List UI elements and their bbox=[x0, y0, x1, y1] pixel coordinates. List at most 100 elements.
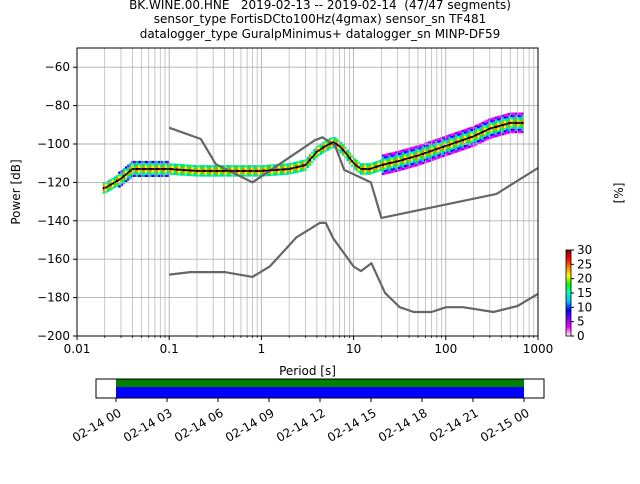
grid bbox=[76, 48, 538, 337]
heatmap-cell bbox=[421, 159, 425, 162]
heatmap-cell bbox=[330, 136, 334, 140]
heatmap-cell bbox=[253, 174, 256, 177]
heatmap-cell bbox=[339, 151, 343, 154]
heatmap-cell bbox=[490, 120, 493, 123]
heatmap-cell bbox=[173, 170, 177, 173]
heatmap-cell bbox=[519, 119, 522, 122]
heatmap-cell bbox=[353, 157, 356, 161]
heatmap-cell bbox=[151, 174, 154, 178]
heatmap-cell bbox=[481, 123, 485, 127]
colorbar-body bbox=[565, 249, 572, 337]
heatmap-cell bbox=[408, 159, 412, 162]
heatmap-cell bbox=[408, 147, 412, 150]
heatmap-cell bbox=[169, 170, 172, 173]
heatmap-cell bbox=[459, 135, 462, 138]
heatmap-cell bbox=[435, 155, 438, 158]
heatmap-cell bbox=[133, 170, 137, 173]
heatmap-cell bbox=[124, 166, 128, 169]
heatmap-cell bbox=[138, 174, 141, 178]
heatmap-cell bbox=[104, 190, 108, 194]
heatmap-cell bbox=[175, 170, 179, 173]
heatmap-cell bbox=[477, 128, 480, 131]
heatmap-cell bbox=[459, 146, 462, 149]
heatmap-cell bbox=[483, 134, 487, 137]
heatmap-cell bbox=[166, 165, 170, 168]
heatmap-cell bbox=[295, 170, 298, 173]
heatmap-cell bbox=[455, 148, 458, 151]
colorbar-tick-label: 20 bbox=[577, 272, 592, 286]
heatmap-cell bbox=[102, 191, 106, 194]
heatmap-cell bbox=[237, 172, 241, 175]
heatmap-cell bbox=[266, 173, 270, 177]
heatmap-cell bbox=[182, 164, 185, 167]
heatmap-cell bbox=[483, 132, 487, 135]
heatmap-cell bbox=[417, 161, 420, 164]
heatmap-cell bbox=[135, 170, 139, 173]
heatmap-cell bbox=[182, 173, 185, 176]
heatmap-cell bbox=[286, 165, 290, 168]
heatmap-cell bbox=[147, 174, 150, 178]
heatmap-cell bbox=[406, 159, 409, 162]
heatmap-cell bbox=[377, 160, 380, 163]
heatmap-cell bbox=[197, 165, 201, 168]
heatmap-cell bbox=[368, 172, 372, 175]
heatmap-cell bbox=[481, 128, 485, 131]
heatmap-cell bbox=[102, 189, 106, 192]
heatmap-cell bbox=[111, 186, 115, 190]
heatmap-cell bbox=[432, 158, 436, 161]
heatmap-cell bbox=[291, 171, 294, 175]
heatmap-cell bbox=[102, 182, 106, 185]
heatmap-cell bbox=[233, 165, 236, 168]
heatmap-cell bbox=[191, 171, 194, 175]
heatmap-cell bbox=[463, 140, 467, 143]
heatmap-cell bbox=[466, 135, 469, 138]
heatmap-cell bbox=[466, 144, 469, 147]
heatmap-cell bbox=[330, 139, 334, 142]
heatmap-cell bbox=[430, 151, 434, 155]
heatmap-cell bbox=[204, 165, 208, 168]
heatmap-cell bbox=[306, 165, 310, 169]
heatmap-cell bbox=[430, 147, 434, 150]
heatmap-cell bbox=[142, 160, 146, 164]
heatmap-cell bbox=[421, 157, 425, 160]
heatmap-cell bbox=[129, 176, 132, 179]
heatmap-cell bbox=[308, 154, 312, 157]
heatmap-cell bbox=[457, 131, 460, 134]
heatmap-cell bbox=[468, 127, 471, 130]
heatmap-cell bbox=[319, 150, 323, 153]
heatmap-cell bbox=[133, 174, 137, 178]
heatmap-cell bbox=[155, 172, 159, 175]
colorbar-tick-label: 5 bbox=[577, 315, 585, 329]
heatmap-cell bbox=[390, 170, 394, 174]
heatmap-cell bbox=[381, 168, 385, 171]
heatmap-cell bbox=[164, 170, 168, 173]
heatmap-cell bbox=[415, 152, 418, 155]
heatmap-cell bbox=[262, 167, 265, 170]
heatmap-cell bbox=[401, 151, 405, 155]
coverage-data-bar bbox=[116, 387, 524, 398]
heatmap-cell bbox=[368, 165, 372, 168]
heatmap-cell bbox=[299, 160, 303, 163]
heatmap-cell bbox=[158, 172, 161, 175]
heatmap-cell bbox=[428, 154, 431, 158]
heatmap-cell bbox=[120, 170, 123, 173]
heatmap-cell bbox=[392, 154, 396, 157]
heatmap-cell bbox=[392, 151, 396, 155]
heatmap-cell bbox=[392, 156, 396, 159]
heatmap-cell bbox=[322, 148, 325, 152]
heatmap-cell bbox=[410, 153, 414, 157]
heatmap-cell bbox=[441, 148, 445, 151]
heatmap-cell bbox=[448, 150, 451, 153]
heatmap-cell bbox=[277, 170, 281, 174]
heatmap-cell bbox=[388, 166, 392, 169]
heatmap-cell bbox=[455, 134, 458, 137]
heatmap-cell bbox=[503, 125, 507, 128]
x-tick-label: 0.01 bbox=[64, 342, 91, 356]
heatmap-cell bbox=[180, 173, 183, 176]
heatmap-cell bbox=[441, 136, 445, 139]
heatmap-cell bbox=[147, 160, 150, 164]
heatmap-cell bbox=[211, 165, 214, 168]
heatmap-cell bbox=[288, 163, 292, 166]
heatmap-cell bbox=[395, 155, 398, 159]
heatmap-cell bbox=[189, 171, 192, 174]
